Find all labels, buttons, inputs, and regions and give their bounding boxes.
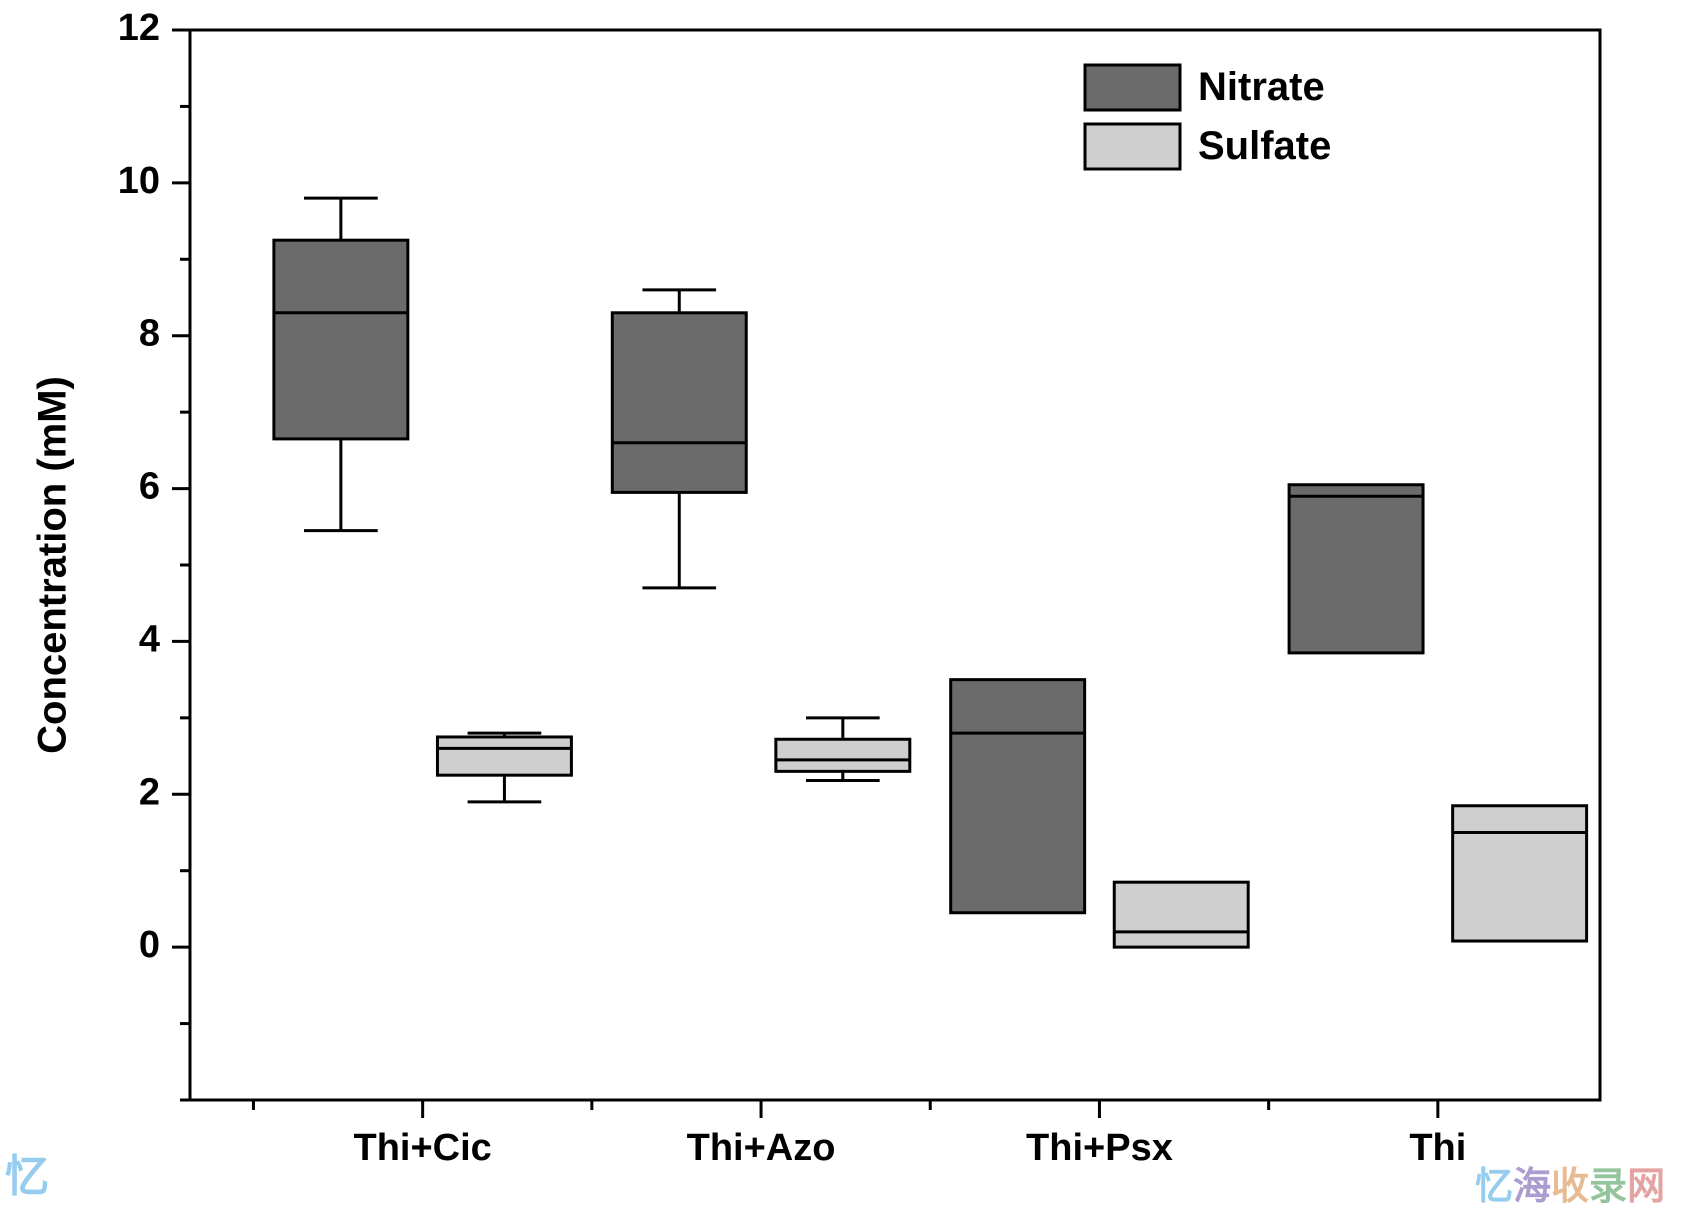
svg-text:Nitrate: Nitrate [1198, 65, 1325, 109]
svg-text:Thi: Thi [1409, 1127, 1466, 1169]
svg-text:6: 6 [139, 466, 160, 508]
svg-text:Concentration (mM): Concentration (mM) [31, 376, 75, 754]
svg-text:8: 8 [139, 313, 160, 355]
svg-text:Sulfate: Sulfate [1198, 124, 1331, 168]
svg-text:Thi+Psx: Thi+Psx [1026, 1127, 1173, 1169]
svg-text:Thi+Cic: Thi+Cic [353, 1127, 491, 1169]
svg-text:4: 4 [139, 618, 160, 660]
svg-text:0: 0 [139, 924, 160, 966]
chart-svg: 0 2 4 6 8 10 12 Concentration (mM) Thi+Cic Thi+Az… [0, 0, 1699, 1201]
svg-text:12: 12 [118, 7, 160, 49]
boxplot-chart: 0 2 4 6 8 10 12 Concentration (mM) Thi+Cic Thi+Az… [0, 0, 1699, 1201]
svg-text:Thi+Azo: Thi+Azo [687, 1127, 836, 1169]
svg-text:10: 10 [118, 160, 160, 202]
svg-text:2: 2 [139, 771, 160, 813]
